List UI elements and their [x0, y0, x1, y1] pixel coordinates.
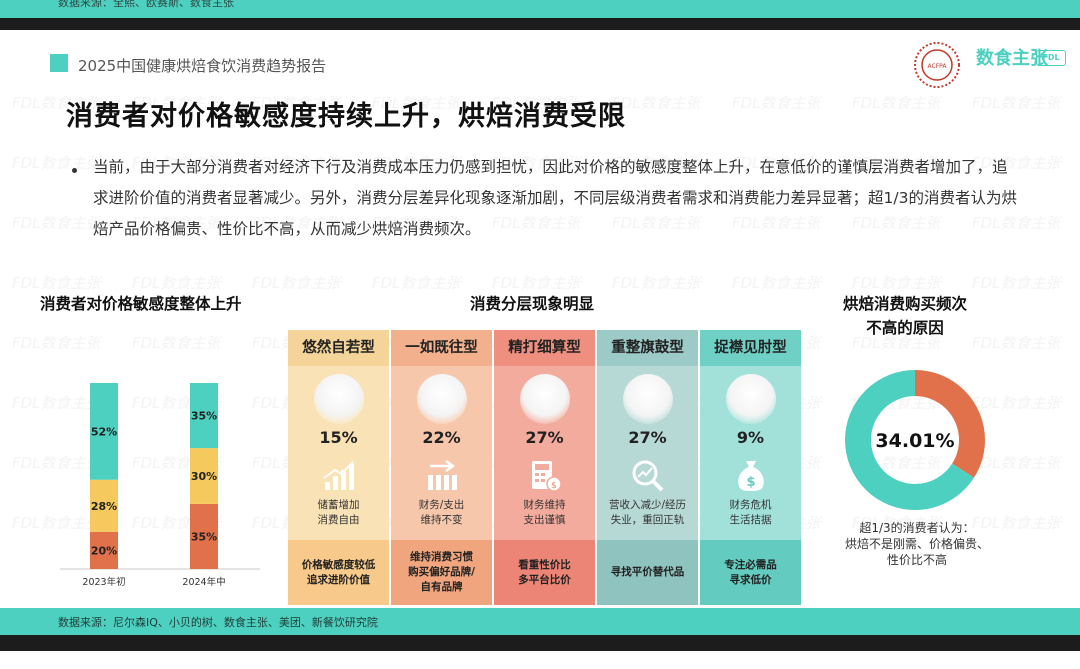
tier-behavior: 价格敏感度较低 追求进阶价值: [288, 540, 389, 605]
cloud-circle-icon: [623, 374, 673, 424]
bar-segment: [190, 448, 218, 504]
tier-column: 捉襟见肘型 9% $ 财务危机 生活拮据专注必需品 寻求低价: [700, 330, 801, 605]
bullet-paragraph: 当前，由于大部分消费者对经济下行及消费成本压力仍感到担忧，因此对价格的敏感度整体…: [93, 158, 1017, 238]
watermark: FDL数食主张: [12, 154, 101, 172]
bar-data-label: 52%: [91, 425, 117, 438]
bar-segment: [90, 531, 118, 569]
header-square-icon: [50, 54, 68, 72]
tier-percentage: 15%: [319, 428, 358, 447]
bottom-source-strip: 数据来源：尼尔森IQ、小贝的树、数食主张、美团、新餐饮研究院: [0, 608, 1080, 635]
watermark: FDL数食主张: [132, 274, 221, 292]
bottom-dark-band: [0, 635, 1080, 651]
watermark: FDL数食主张: [372, 274, 461, 292]
bar-data-label: 20%: [91, 544, 117, 557]
tier-column-title: 一如既往型: [391, 330, 492, 366]
tier-description: 营收入减少/经历 失业，重回正轨: [608, 499, 687, 526]
svg-text:$: $: [551, 481, 557, 491]
brand-logo-text: 数食主张: [976, 48, 1048, 69]
svg-text:$: $: [746, 475, 755, 490]
bars-arrow-icon: [424, 458, 460, 494]
main-title: 消费者对价格敏感度持续上升，烘焙消费受限: [66, 101, 626, 132]
tier-column: 精打细算型 27% $ 财务维持 支出谨慎看重性价比 多平台比价: [494, 330, 595, 605]
donut-slice: [845, 370, 985, 510]
tier-percentage: 9%: [736, 428, 765, 447]
watermark: FDL数食主张: [12, 214, 101, 232]
growth-chart-icon: [321, 458, 357, 494]
tier-column: 悠然自若型 15% 储蓄增加 消费自由价格敏感度较低 追求进阶价值: [288, 330, 389, 605]
tier-column: 重整旗鼓型 27% 营收入减少/经历 失业，重回正轨寻找平价替代品: [597, 330, 698, 605]
x-tick-label: 2023年初: [82, 576, 125, 588]
seal-text: ACFPA: [928, 63, 948, 70]
bar-data-label: 28%: [91, 500, 117, 513]
report-title: 2025中国健康烘焙食饮消费趋势报告: [78, 57, 327, 75]
tier-description: 财务/支出 维持不变: [418, 499, 465, 526]
top-source-strip: 数据来源：全熙、欧赛斯、数食主张: [0, 0, 1080, 18]
watermark: FDL数食主张: [732, 274, 821, 292]
tier-column-title: 捉襟见肘型: [700, 330, 801, 366]
tier-percentage: 22%: [422, 428, 461, 447]
calculator-icon: $: [527, 458, 563, 494]
donut-center-label: 34.01%: [875, 430, 954, 452]
watermark: FDL数食主张: [852, 274, 941, 292]
tier-description: 财务危机 生活拮据: [729, 499, 772, 526]
bar-segment: [90, 479, 118, 532]
tier-percentage: 27%: [525, 428, 564, 447]
bar-segment: [90, 383, 118, 480]
cloud-circle-icon: [417, 374, 467, 424]
bullet-dot-icon: [72, 168, 77, 173]
watermark: FDL数食主张: [732, 94, 821, 112]
watermark: FDL数食主张: [612, 274, 701, 292]
bar-segment: [190, 503, 218, 569]
cloud-circle-icon: [314, 374, 364, 424]
bar-data-label: 30%: [191, 470, 217, 483]
cloud-circle-icon: [726, 374, 776, 424]
tier-behavior: 维持消费习惯 购买偏好品牌/ 自有品牌: [391, 540, 492, 605]
watermark: FDL数食主张: [12, 274, 101, 292]
top-source-text: 数据来源：全熙、欧赛斯、数食主张: [58, 0, 234, 9]
cloud-circle-icon: [520, 374, 570, 424]
donut-note: 超1/3的消费者认为： 烘焙不是刚需、价格偏贵、 性价比不高: [844, 521, 989, 567]
top-dark-band: [0, 18, 1080, 30]
watermark: FDL数食主张: [252, 274, 341, 292]
brand-badge: FDL: [1036, 50, 1066, 66]
x-tick-label: 2024年中: [182, 576, 225, 588]
watermark: FDL数食主张: [972, 94, 1061, 112]
mid-section-title: 消费分层现象明显: [470, 295, 595, 313]
magnifier-chart-icon: [630, 458, 666, 494]
tier-column-title: 悠然自若型: [288, 330, 389, 366]
watermark: FDL数食主张: [852, 94, 941, 112]
tier-behavior: 寻找平价替代品: [597, 540, 698, 605]
watermark: FDL数食主张: [972, 274, 1061, 292]
next-slide-peek: [0, 651, 1080, 669]
tier-behavior: 看重性价比 多平台比价: [494, 540, 595, 605]
slide: FDL数食主张 FDL数食主张 FDL数食主张 FDL数食主张 FDL数食主张 FDL数食…: [0, 30, 1080, 608]
stacked-bar-chart: 20%28%52%2023年初35%30%35%2024年中在意低价看重性价比追…: [60, 383, 260, 588]
association-seal-icon: ACFPA: [914, 42, 960, 88]
bottom-source-text: 数据来源：尼尔森IQ、小贝的树、数食主张、美团、新餐饮研究院: [58, 616, 378, 629]
left-section-title: 消费者对价格敏感度整体上升: [40, 295, 242, 313]
bar-data-label: 35%: [191, 530, 217, 543]
money-bag-icon: $: [733, 458, 769, 494]
tier-column: 一如既往型 22% 财务/支出 维持不变维持消费习惯 购买偏好品牌/ 自有品牌: [391, 330, 492, 605]
watermark: FDL数食主张: [492, 274, 581, 292]
tier-column-title: 重整旗鼓型: [597, 330, 698, 366]
tier-column-title: 精打细算型: [494, 330, 595, 366]
tier-description: 储蓄增加 消费自由: [317, 499, 360, 526]
donut-chart: 34.01%: [845, 370, 985, 510]
bar-segment: [190, 383, 218, 449]
tier-percentage: 27%: [628, 428, 667, 447]
tier-behavior: 专注必需品 寻求低价: [700, 540, 801, 605]
tier-description: 财务维持 支出谨慎: [523, 499, 566, 526]
right-section-title: 烘焙消费购买频次 不高的原因: [842, 295, 967, 337]
bar-data-label: 35%: [191, 410, 217, 423]
